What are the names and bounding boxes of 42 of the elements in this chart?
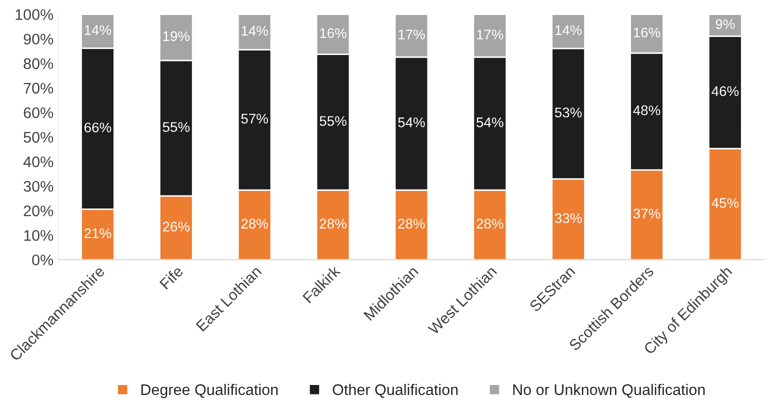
y-tick-label: 30% (24, 180, 54, 192)
data-label: 17% (398, 30, 425, 40)
data-label: 21% (84, 228, 112, 238)
data-label: 14% (84, 25, 112, 35)
data-label: 55% (162, 122, 190, 132)
x-tick-label: Fife (159, 265, 184, 290)
y-tick-label: 40% (23, 156, 54, 168)
data-label: 45% (712, 198, 739, 208)
data-label: 14% (242, 26, 268, 36)
y-tick-label: 10% (24, 230, 54, 241)
y-tick-label: 90% (24, 34, 54, 45)
data-label: 28% (320, 218, 346, 229)
data-label: 14% (555, 25, 582, 36)
data-label: 46% (712, 86, 739, 96)
y-tick-label: 60% (24, 107, 54, 118)
data-label: 28% (241, 218, 268, 229)
y-tick-label: 100% (16, 9, 54, 20)
y-tick-label: 50% (24, 132, 54, 143)
data-label: 28% (398, 218, 425, 229)
data-label: 55% (320, 116, 346, 126)
data-label: 19% (163, 31, 190, 42)
y-tick-label: 20% (24, 206, 54, 216)
data-label: 28% (476, 218, 504, 229)
data-label: 17% (477, 30, 504, 40)
data-label: 48% (633, 105, 660, 116)
legend-label: Degree Qualification (141, 384, 278, 398)
legend-label: No or Unknown Qualification (513, 384, 705, 398)
data-label: 16% (634, 28, 660, 38)
data-label: 53% (554, 108, 582, 118)
data-label: 33% (554, 213, 582, 224)
data-label: 66% (84, 122, 112, 132)
data-label: 57% (241, 114, 268, 124)
y-tick-label: 80% (24, 58, 54, 70)
legend-label: Other Qualification (332, 384, 458, 398)
y-tick-label: 0% (32, 254, 54, 266)
y-tick-label: 70% (24, 82, 54, 94)
data-label: 37% (633, 208, 660, 219)
data-label: 26% (162, 222, 190, 232)
data-label: 54% (476, 117, 504, 128)
data-label: 54% (398, 117, 425, 128)
data-label: 9% (716, 19, 735, 29)
data-label: 16% (320, 28, 346, 38)
